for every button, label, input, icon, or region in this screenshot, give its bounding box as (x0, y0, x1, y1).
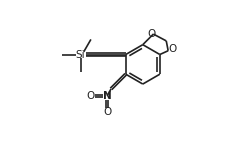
Text: Si: Si (76, 49, 86, 59)
Text: O: O (103, 107, 111, 117)
Text: N: N (103, 91, 112, 101)
Text: O: O (87, 91, 95, 101)
Text: O: O (169, 44, 177, 54)
Text: O: O (148, 29, 156, 39)
